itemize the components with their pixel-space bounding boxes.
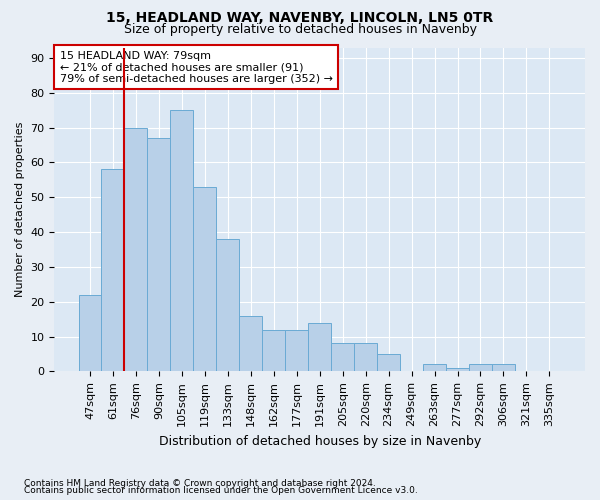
Bar (354, 344, 377, 371)
Bar (492, 364, 515, 372)
X-axis label: Distribution of detached houses by size in Navenby: Distribution of detached houses by size … (158, 434, 481, 448)
Bar (193, 187, 217, 372)
Bar (262, 330, 285, 372)
Bar (446, 368, 469, 372)
Bar (101, 170, 124, 372)
Bar (308, 322, 331, 372)
Bar (239, 316, 262, 372)
Bar (79, 294, 101, 372)
Bar (170, 110, 193, 372)
Bar (423, 364, 446, 372)
Text: Contains public sector information licensed under the Open Government Licence v3: Contains public sector information licen… (24, 486, 418, 495)
Text: 15, HEADLAND WAY, NAVENBY, LINCOLN, LN5 0TR: 15, HEADLAND WAY, NAVENBY, LINCOLN, LN5 … (106, 11, 494, 25)
Y-axis label: Number of detached properties: Number of detached properties (15, 122, 25, 297)
Bar (331, 344, 354, 371)
Text: 15 HEADLAND WAY: 79sqm
← 21% of detached houses are smaller (91)
79% of semi-det: 15 HEADLAND WAY: 79sqm ← 21% of detached… (60, 50, 333, 84)
Bar (285, 330, 308, 372)
Bar (148, 138, 170, 372)
Text: Contains HM Land Registry data © Crown copyright and database right 2024.: Contains HM Land Registry data © Crown c… (24, 478, 376, 488)
Text: Size of property relative to detached houses in Navenby: Size of property relative to detached ho… (124, 22, 476, 36)
Bar (469, 364, 492, 372)
Bar (217, 239, 239, 372)
Bar (124, 128, 148, 372)
Bar (377, 354, 400, 372)
